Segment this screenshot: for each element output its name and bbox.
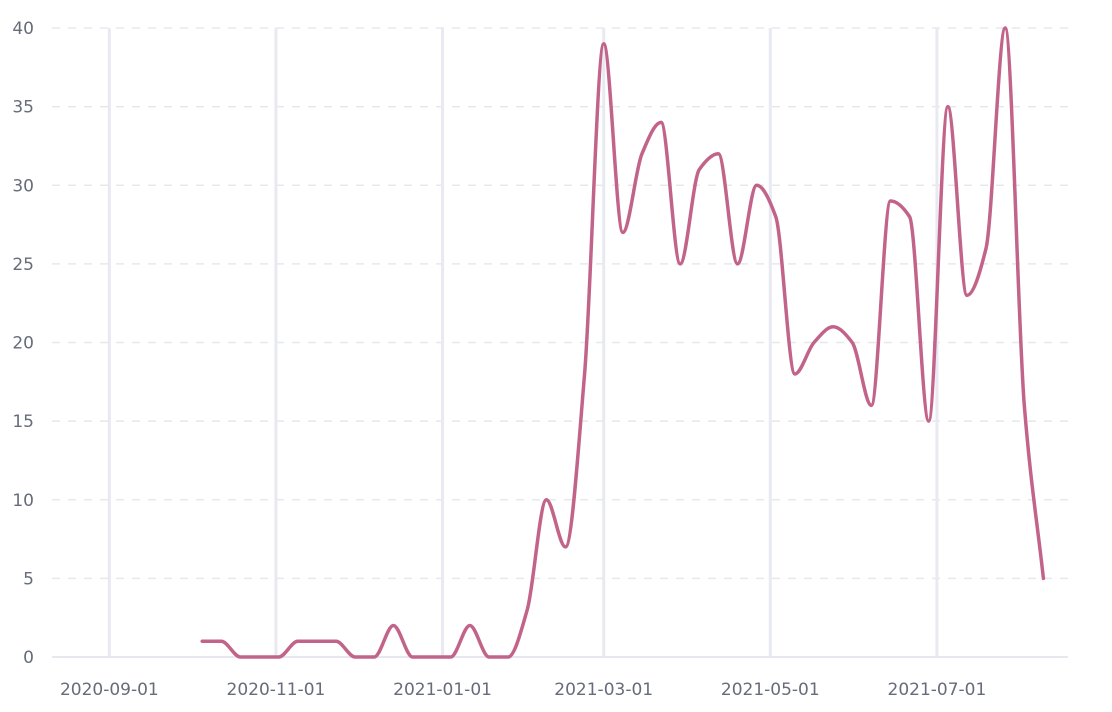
x-tick-label: 2021-07-01 [888,680,987,700]
x-axis-tick-labels: 2020-09-01 2020-11-01 2021-01-01 2021-03-01… [60,680,986,700]
y-tick-label: 35 [12,98,34,118]
series-layer [200,26,1046,659]
y-tick-label: 25 [12,255,34,275]
y-tick-label: 0 [23,648,34,668]
y-tick-label: 15 [12,412,34,432]
x-tick-label: 2020-09-01 [60,680,159,700]
y-tick-label: 30 [12,176,34,196]
vertical-gridlines [107,28,939,657]
y-tick-label: 10 [12,491,34,511]
x-tick-label: 2021-01-01 [393,680,492,700]
y-axis-tick-labels: 0 5 10 15 20 25 30 35 40 [12,19,34,668]
horizontal-gridlines [52,27,1068,580]
x-tick-label: 2020-11-01 [227,680,326,700]
x-tick-label: 2021-05-01 [721,680,820,700]
y-tick-label: 5 [23,569,34,589]
x-tick-label: 2021-03-01 [554,680,653,700]
y-tick-label: 40 [12,19,34,39]
series-line [200,26,1046,659]
y-tick-label: 20 [12,334,34,354]
